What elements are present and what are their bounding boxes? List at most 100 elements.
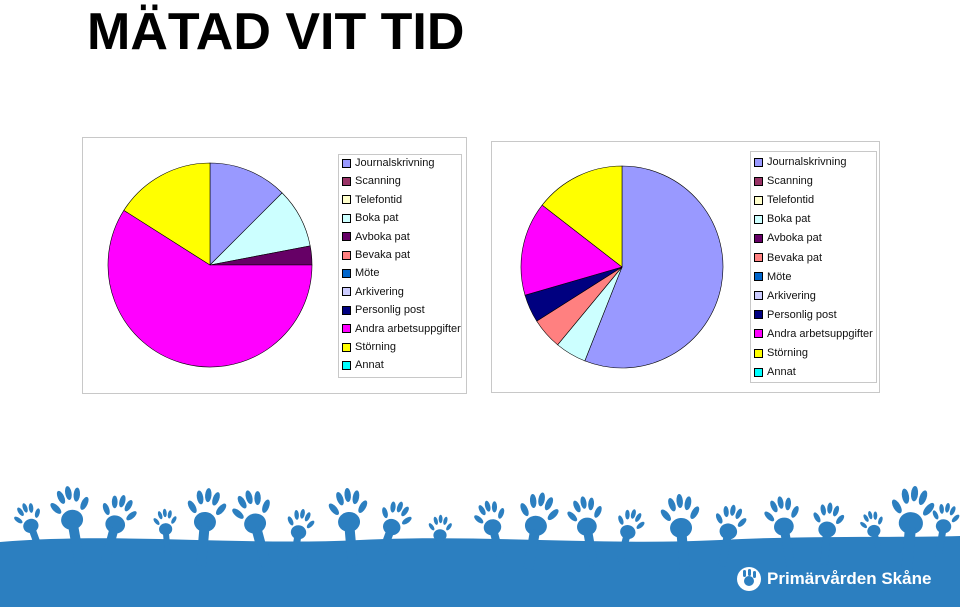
- brand-logo: Primärvården Skåne: [736, 566, 931, 592]
- hand-icon: [14, 503, 45, 557]
- hand-icon: [287, 508, 315, 564]
- pie2-slice-störning: [541, 165, 623, 268]
- legend1-item: Telefontid: [342, 192, 402, 208]
- footer-wave: [0, 536, 960, 607]
- legend2-swatch: [754, 157, 763, 167]
- legend2-item: Avboka pat: [754, 230, 822, 246]
- legend2-label: Arkivering: [767, 289, 816, 302]
- legend1-item: Bevaka pat: [342, 247, 410, 263]
- pie1-slice-andra-arbetsuppgifter: [107, 209, 313, 368]
- legend1-item: Störning: [342, 339, 396, 355]
- hand-icon: [520, 492, 559, 571]
- legend1-item: Möte: [342, 265, 379, 281]
- legend2-label: Annat: [767, 366, 796, 379]
- legend2-label: Möte: [767, 270, 792, 283]
- footer-hands-banner: [0, 485, 960, 607]
- legend2-item: Annat: [754, 364, 796, 380]
- legend2-label: Bevaka pat: [767, 251, 823, 264]
- legend1-label: Andra arbetsuppgifter: [355, 322, 461, 335]
- legend2-label: Personlig post: [767, 308, 837, 321]
- hand-icon: [187, 488, 227, 567]
- legend2-item: Andra arbetsuppgifter: [754, 326, 873, 342]
- legend2-item: Journalskrivning: [754, 154, 846, 170]
- hand-icon: [428, 514, 452, 562]
- legend1-item: Andra arbetsuppgifter: [342, 321, 461, 337]
- legend1-item: Annat: [342, 357, 384, 373]
- legend1-swatch: [342, 342, 351, 352]
- legend1-label: Personlig post: [355, 304, 425, 317]
- legend2-swatch: [754, 310, 763, 320]
- legend2-swatch: [754, 233, 763, 243]
- pie-chart-panel-2: Journalskrivning Scanning Telefontid Boka p…: [491, 141, 880, 393]
- legend1-swatch: [342, 195, 351, 205]
- legend1-swatch: [342, 176, 351, 186]
- legend2-label: Boka pat: [767, 213, 811, 226]
- legend1-label: Möte: [355, 267, 380, 280]
- hand-icon: [860, 511, 884, 558]
- legend2-label: Journalskrivning: [767, 156, 847, 168]
- legend2-swatch: [754, 214, 763, 224]
- hand-logo-icon: [737, 567, 761, 591]
- hand-icon: [660, 493, 700, 573]
- legend2-item: Scanning: [754, 173, 813, 189]
- pie2-slice-journalskrivning: [584, 165, 724, 369]
- hand-icon: [567, 496, 602, 567]
- legend1-swatch: [342, 213, 351, 223]
- legend1-label: Journalskrivning: [355, 157, 435, 169]
- legend1-swatch: [342, 324, 351, 334]
- hand-icon: [153, 508, 177, 556]
- legend2-item: Arkivering: [754, 288, 816, 304]
- hand-icon: [813, 502, 845, 565]
- hand-icon: [715, 504, 747, 567]
- legend1-item: Scanning: [342, 173, 401, 189]
- hand-icon: [932, 502, 960, 558]
- hand-icon: [891, 485, 935, 572]
- legend1-label: Scanning: [355, 175, 401, 188]
- legend1-swatch: [342, 250, 351, 260]
- legend2-label: Störning: [767, 347, 808, 359]
- legend2-label: Scanning: [767, 175, 813, 188]
- legend1-swatch: [342, 360, 351, 370]
- page-title: MÄTAD VIT TID: [87, 3, 465, 61]
- legend2-swatch: [754, 348, 763, 358]
- legend2-item: Personlig post: [754, 307, 837, 323]
- hand-icon: [616, 509, 645, 563]
- hand-icon: [328, 487, 368, 567]
- legend1-label: Boka pat: [355, 212, 399, 225]
- hand-icon: [375, 501, 412, 562]
- legend2-swatch: [754, 195, 763, 205]
- legend2-item: Möte: [754, 269, 791, 285]
- pie-chart-2: [520, 165, 724, 369]
- legend2-item: Bevaka pat: [754, 250, 822, 266]
- legend1-item: Personlig post: [342, 302, 425, 318]
- pie1-slice-journalskrivning: [209, 162, 283, 266]
- legend2-swatch: [754, 253, 763, 262]
- legend1-swatch: [342, 287, 351, 297]
- legend1-item: Boka pat: [342, 210, 398, 226]
- pie2-slice-andra-arbetsuppgifter: [520, 204, 623, 296]
- legend1-item: Journalskrivning: [342, 155, 434, 171]
- legend2-swatch: [754, 367, 763, 377]
- legend2-item: Telefontid: [754, 192, 814, 208]
- legend1-label: Telefontid: [355, 193, 403, 206]
- legend2-label: Avboka pat: [767, 232, 822, 245]
- legend1-swatch: [342, 158, 351, 168]
- legend2-item: Störning: [754, 345, 808, 361]
- hand-icon: [50, 486, 89, 565]
- hand-icon: [764, 496, 799, 567]
- legend1-swatch: [342, 232, 351, 242]
- legend1-label: Avboka pat: [355, 230, 410, 243]
- legend2-swatch: [754, 176, 763, 186]
- pie1-slice-störning: [123, 162, 211, 266]
- pie-chart-panel-1: Journalskrivning Scanning Telefontid Boka p…: [82, 137, 467, 394]
- brand-name: Primärvården Skåne: [767, 569, 932, 588]
- legend2-label: Telefontid: [767, 194, 815, 207]
- legend1-label: Bevaka pat: [355, 249, 411, 261]
- legend1-item: Avboka pat: [342, 229, 410, 245]
- legend2-swatch: [754, 291, 763, 301]
- legend2-item: Boka pat: [754, 211, 810, 227]
- hand-icon: [474, 500, 506, 563]
- legend2-label: Andra arbetsuppgifter: [767, 327, 873, 340]
- legend1-label: Annat: [355, 359, 384, 372]
- pie-chart-1: [107, 162, 313, 368]
